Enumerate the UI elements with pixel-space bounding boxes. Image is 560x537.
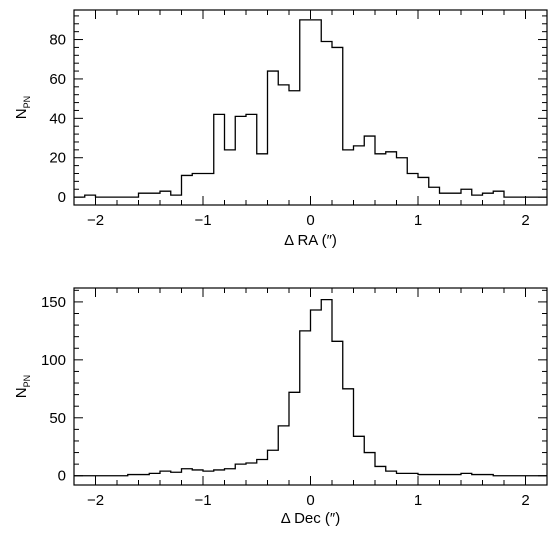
ra-histogram-bin xyxy=(332,47,343,197)
ra-y-tick-label: 40 xyxy=(49,110,66,127)
ra-histogram-bin xyxy=(257,154,268,197)
dec-histogram-bin xyxy=(429,475,440,476)
dec-x-tick-label: −1 xyxy=(194,492,211,509)
ra-histogram-bin xyxy=(386,152,397,197)
dec-histogram-bin xyxy=(461,473,472,475)
dec-histogram-bin xyxy=(289,392,300,475)
ra-x-tick-label: −2 xyxy=(87,212,104,229)
ra-histogram-bin xyxy=(354,146,365,197)
dec-histogram-bin xyxy=(343,389,354,476)
dec-histogram-bin xyxy=(214,470,225,476)
ra-histogram-bin xyxy=(493,191,504,197)
dec-histogram-line xyxy=(74,298,547,477)
ra-x-tick-label: 0 xyxy=(306,212,314,229)
ra-histogram-bin xyxy=(139,193,150,197)
dec-histogram-bin xyxy=(246,463,257,476)
dec-histogram-bin xyxy=(440,475,451,476)
dec-histogram-bin xyxy=(332,341,343,475)
ra-histogram-bin xyxy=(461,189,472,197)
ra-histogram-bin xyxy=(214,114,225,197)
ra-histogram-bin xyxy=(289,91,300,197)
ra-histogram-bin xyxy=(450,193,461,197)
dec-histogram-bin xyxy=(139,475,150,476)
dec-histogram-bin xyxy=(128,475,139,476)
ra-histogram-bin xyxy=(483,193,494,197)
dec-histogram-bin xyxy=(235,464,246,476)
dec-histogram-bin xyxy=(257,460,268,476)
dec-histogram-bin xyxy=(300,331,311,476)
dec-histogram-bin xyxy=(375,466,386,475)
ra-x-tick-label: −1 xyxy=(194,212,211,229)
dec-histogram-bin xyxy=(182,469,193,476)
ra-histogram-bin xyxy=(225,150,236,197)
dec-histogram-bin xyxy=(203,471,214,476)
ra-y-axis-label: NPN xyxy=(13,96,32,119)
ra-histogram-bin xyxy=(321,42,332,198)
ra-histogram-bin xyxy=(311,20,322,197)
ra-histogram-bin xyxy=(440,193,451,197)
dec-histogram-bin xyxy=(397,473,408,475)
ra-x-axis-label: Δ RA (″) xyxy=(284,232,337,249)
ra-histogram-bin xyxy=(300,20,311,197)
ra-histogram-bin xyxy=(407,173,418,197)
ra-histogram-line xyxy=(74,19,547,198)
dec-y-tick-label: 50 xyxy=(49,410,66,427)
dec-histogram-bin xyxy=(483,475,494,476)
ra-y-tick-label: 0 xyxy=(58,189,66,206)
dec-histogram-bin xyxy=(311,310,322,476)
ra-histogram-bin xyxy=(418,177,429,197)
dec-histogram-bin xyxy=(160,471,171,476)
ra-histogram-bin xyxy=(343,150,354,197)
ra-histogram-bin xyxy=(375,154,386,197)
dec-x-tick-label: 0 xyxy=(306,492,314,509)
dec-histogram-bin xyxy=(268,450,279,475)
dec-histogram-bin xyxy=(364,453,375,476)
ra-histogram-bin xyxy=(182,175,193,197)
dec-y-tick-label: 0 xyxy=(58,468,66,485)
dec-histogram-bin xyxy=(472,475,483,476)
dec-histogram-bin xyxy=(321,300,332,476)
ra-histogram-bin xyxy=(192,173,203,197)
ra-histogram-bin xyxy=(429,187,440,197)
ra-x-tick-label: 2 xyxy=(521,212,529,229)
dec-histogram-bin xyxy=(149,473,160,475)
dec-y-axis-label: NPN xyxy=(13,375,32,398)
ra-histogram-bin xyxy=(160,191,171,197)
dec-histogram-bin xyxy=(278,426,289,476)
dec-histogram-bin xyxy=(386,471,397,476)
ra-y-tick-label: 80 xyxy=(49,32,66,49)
dec-x-tick-label: 2 xyxy=(521,492,529,509)
dec-histogram-bin xyxy=(407,473,418,475)
dec-histogram-panel: −2 −1 0 1 2 0 50 100 150 Δ Dec (″) NPN xyxy=(13,287,548,527)
dec-x-tick-label: −2 xyxy=(87,492,104,509)
ra-x-tick-label: 1 xyxy=(414,212,422,229)
dec-histogram-bin xyxy=(354,436,365,475)
ra-histogram-bin xyxy=(472,195,483,197)
dec-histogram-bin xyxy=(225,469,236,476)
dec-histogram-bin xyxy=(171,472,182,475)
ra-histogram-bin xyxy=(85,195,96,197)
ra-histogram-bin xyxy=(235,116,246,197)
dec-histogram-bin xyxy=(450,475,461,476)
dec-y-tick-label: 150 xyxy=(41,294,66,311)
ra-histogram-bin xyxy=(149,193,160,197)
dec-y-tick-label: 100 xyxy=(41,352,66,369)
ra-histogram-bin xyxy=(203,173,214,197)
ra-histogram-bin xyxy=(364,136,375,197)
ra-histogram-bin xyxy=(268,71,279,197)
dec-y-axis-label-subscript: PN xyxy=(22,375,32,388)
ra-histogram-bin xyxy=(397,158,408,197)
dec-x-axis-label: Δ Dec (″) xyxy=(281,510,341,527)
dec-histogram-bin xyxy=(418,475,429,476)
dec-x-tick-label: 1 xyxy=(414,492,422,509)
ra-y-axis-label-subscript: PN xyxy=(22,96,32,109)
ra-histogram-bin xyxy=(171,195,182,197)
ra-histogram-bin xyxy=(246,114,257,197)
ra-y-tick-label: 20 xyxy=(49,150,66,167)
ra-histogram-bin xyxy=(278,85,289,197)
dec-histogram-bin xyxy=(192,470,203,476)
ra-y-tick-label: 60 xyxy=(49,71,66,88)
